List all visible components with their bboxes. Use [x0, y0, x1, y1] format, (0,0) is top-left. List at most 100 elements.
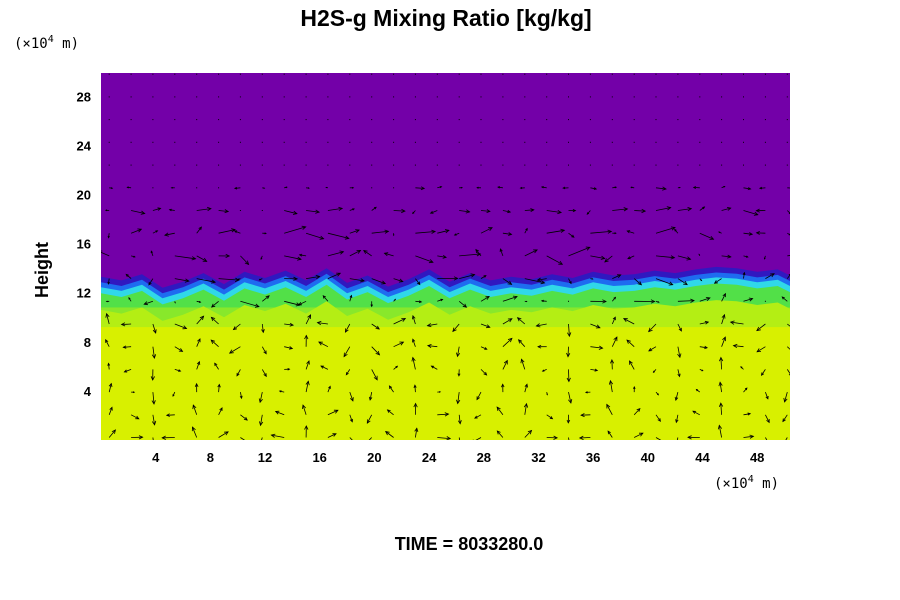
velocity-arrow: [713, 278, 722, 284]
velocity-arrow: [415, 255, 434, 264]
velocity-arrow: [568, 164, 569, 166]
velocity-arrow: [524, 73, 526, 75]
y-tick-labels: 4 8 12 16 20 24 28: [77, 89, 92, 399]
velocity-arrow: [590, 323, 601, 329]
velocity-arrow: [699, 96, 701, 98]
velocity-arrow: [743, 210, 759, 216]
velocity-arrow: [108, 406, 113, 415]
velocity-arrow: [743, 119, 744, 121]
velocity-arrow: [652, 369, 657, 373]
velocity-arrow: [349, 414, 353, 423]
velocity-arrow: [414, 141, 416, 143]
velocity-arrow: [218, 141, 220, 143]
velocity-arrow: [655, 206, 672, 211]
velocity-arrow: [546, 119, 548, 121]
velocity-arrow: [524, 119, 526, 121]
velocity-arrow: [502, 119, 504, 121]
velocity-arrow: [677, 164, 679, 166]
velocity-arrow: [261, 164, 263, 166]
velocity-arrow: [349, 141, 351, 143]
velocity-arrow: [480, 119, 482, 121]
x-tick-label: 40: [641, 450, 655, 465]
velocity-arrow: [101, 250, 110, 257]
velocity-arrow: [240, 437, 246, 440]
velocity-arrow: [611, 316, 616, 325]
velocity-arrow: [174, 323, 188, 330]
velocity-arrow: [655, 255, 676, 260]
velocity-arrow: [655, 391, 660, 396]
velocity-arrow: [760, 369, 766, 376]
velocity-arrow: [604, 255, 613, 263]
velocity-arrow: [732, 343, 744, 349]
velocity-arrow: [107, 278, 111, 285]
velocity-arrow: [699, 206, 706, 211]
velocity-arrow: [298, 253, 307, 257]
velocity-arrow: [566, 346, 571, 358]
velocity-arrow: [436, 73, 438, 75]
velocity-arrow: [327, 141, 329, 143]
velocity-arrow: [718, 381, 723, 393]
velocity-arrow: [502, 232, 513, 236]
velocity-arrow: [371, 73, 373, 75]
velocity-arrow: [327, 73, 329, 75]
velocity-arrow: [283, 73, 285, 75]
velocity-arrow: [764, 164, 766, 166]
velocity-arrow: [414, 119, 416, 121]
velocity-arrow: [261, 96, 263, 98]
velocity-arrow: [174, 346, 184, 352]
velocity-arrow: [562, 186, 569, 190]
velocity-arrow: [371, 229, 390, 234]
velocity-arrow: [297, 300, 307, 306]
velocity-arrow: [524, 300, 528, 303]
velocity-arrow: [580, 413, 591, 418]
velocity-arrow: [170, 186, 175, 189]
velocity-arrow: [174, 96, 176, 98]
velocity-arrow: [540, 299, 547, 303]
velocity-arrow: [568, 300, 569, 302]
velocity-arrow: [108, 73, 110, 75]
velocity-arrow: [284, 346, 294, 350]
velocity-arrow: [786, 73, 788, 75]
velocity-arrow: [371, 164, 373, 166]
velocity-arrow: [430, 365, 438, 370]
velocity-arrow: [674, 228, 679, 234]
velocity-arrow: [126, 186, 132, 189]
velocity-arrow: [284, 322, 295, 327]
velocity-arrow: [327, 164, 329, 166]
velocity-arrow: [655, 437, 665, 440]
velocity-arrow: [655, 226, 676, 234]
velocity-arrow: [634, 299, 656, 304]
velocity-arrow: [743, 96, 744, 98]
velocity-arrow: [589, 73, 591, 75]
velocity-arrow: [687, 435, 700, 440]
velocity-arrow: [284, 225, 307, 234]
velocity-arrow: [622, 318, 635, 325]
velocity-arrow: [721, 336, 726, 347]
velocity-arrow: [519, 186, 525, 190]
velocity-arrow: [393, 164, 395, 166]
x-tick-label: 36: [586, 450, 600, 465]
velocity-arrow: [755, 208, 766, 213]
velocity-arrow: [240, 255, 250, 266]
velocity-arrow: [371, 323, 380, 330]
velocity-arrow: [371, 187, 373, 189]
velocity-arrow: [516, 317, 526, 325]
velocity-arrow: [261, 73, 263, 75]
velocity-arrow: [729, 320, 744, 325]
velocity-arrow: [655, 300, 660, 303]
velocity-arrow: [764, 119, 766, 121]
velocity-arrow: [437, 276, 459, 281]
velocity-arrow: [411, 356, 416, 370]
velocity-arrow: [108, 164, 110, 166]
velocity-arrow: [721, 119, 723, 121]
velocity-arrow: [327, 232, 350, 240]
velocity-arrow: [161, 435, 175, 440]
velocity-arrow: [523, 402, 529, 415]
velocity-arrow: [589, 96, 591, 98]
velocity-arrow: [344, 323, 351, 333]
velocity-arrow: [743, 187, 752, 191]
velocity-arrow: [196, 315, 205, 325]
velocity-arrow: [546, 414, 554, 420]
velocity-arrow: [349, 96, 351, 98]
